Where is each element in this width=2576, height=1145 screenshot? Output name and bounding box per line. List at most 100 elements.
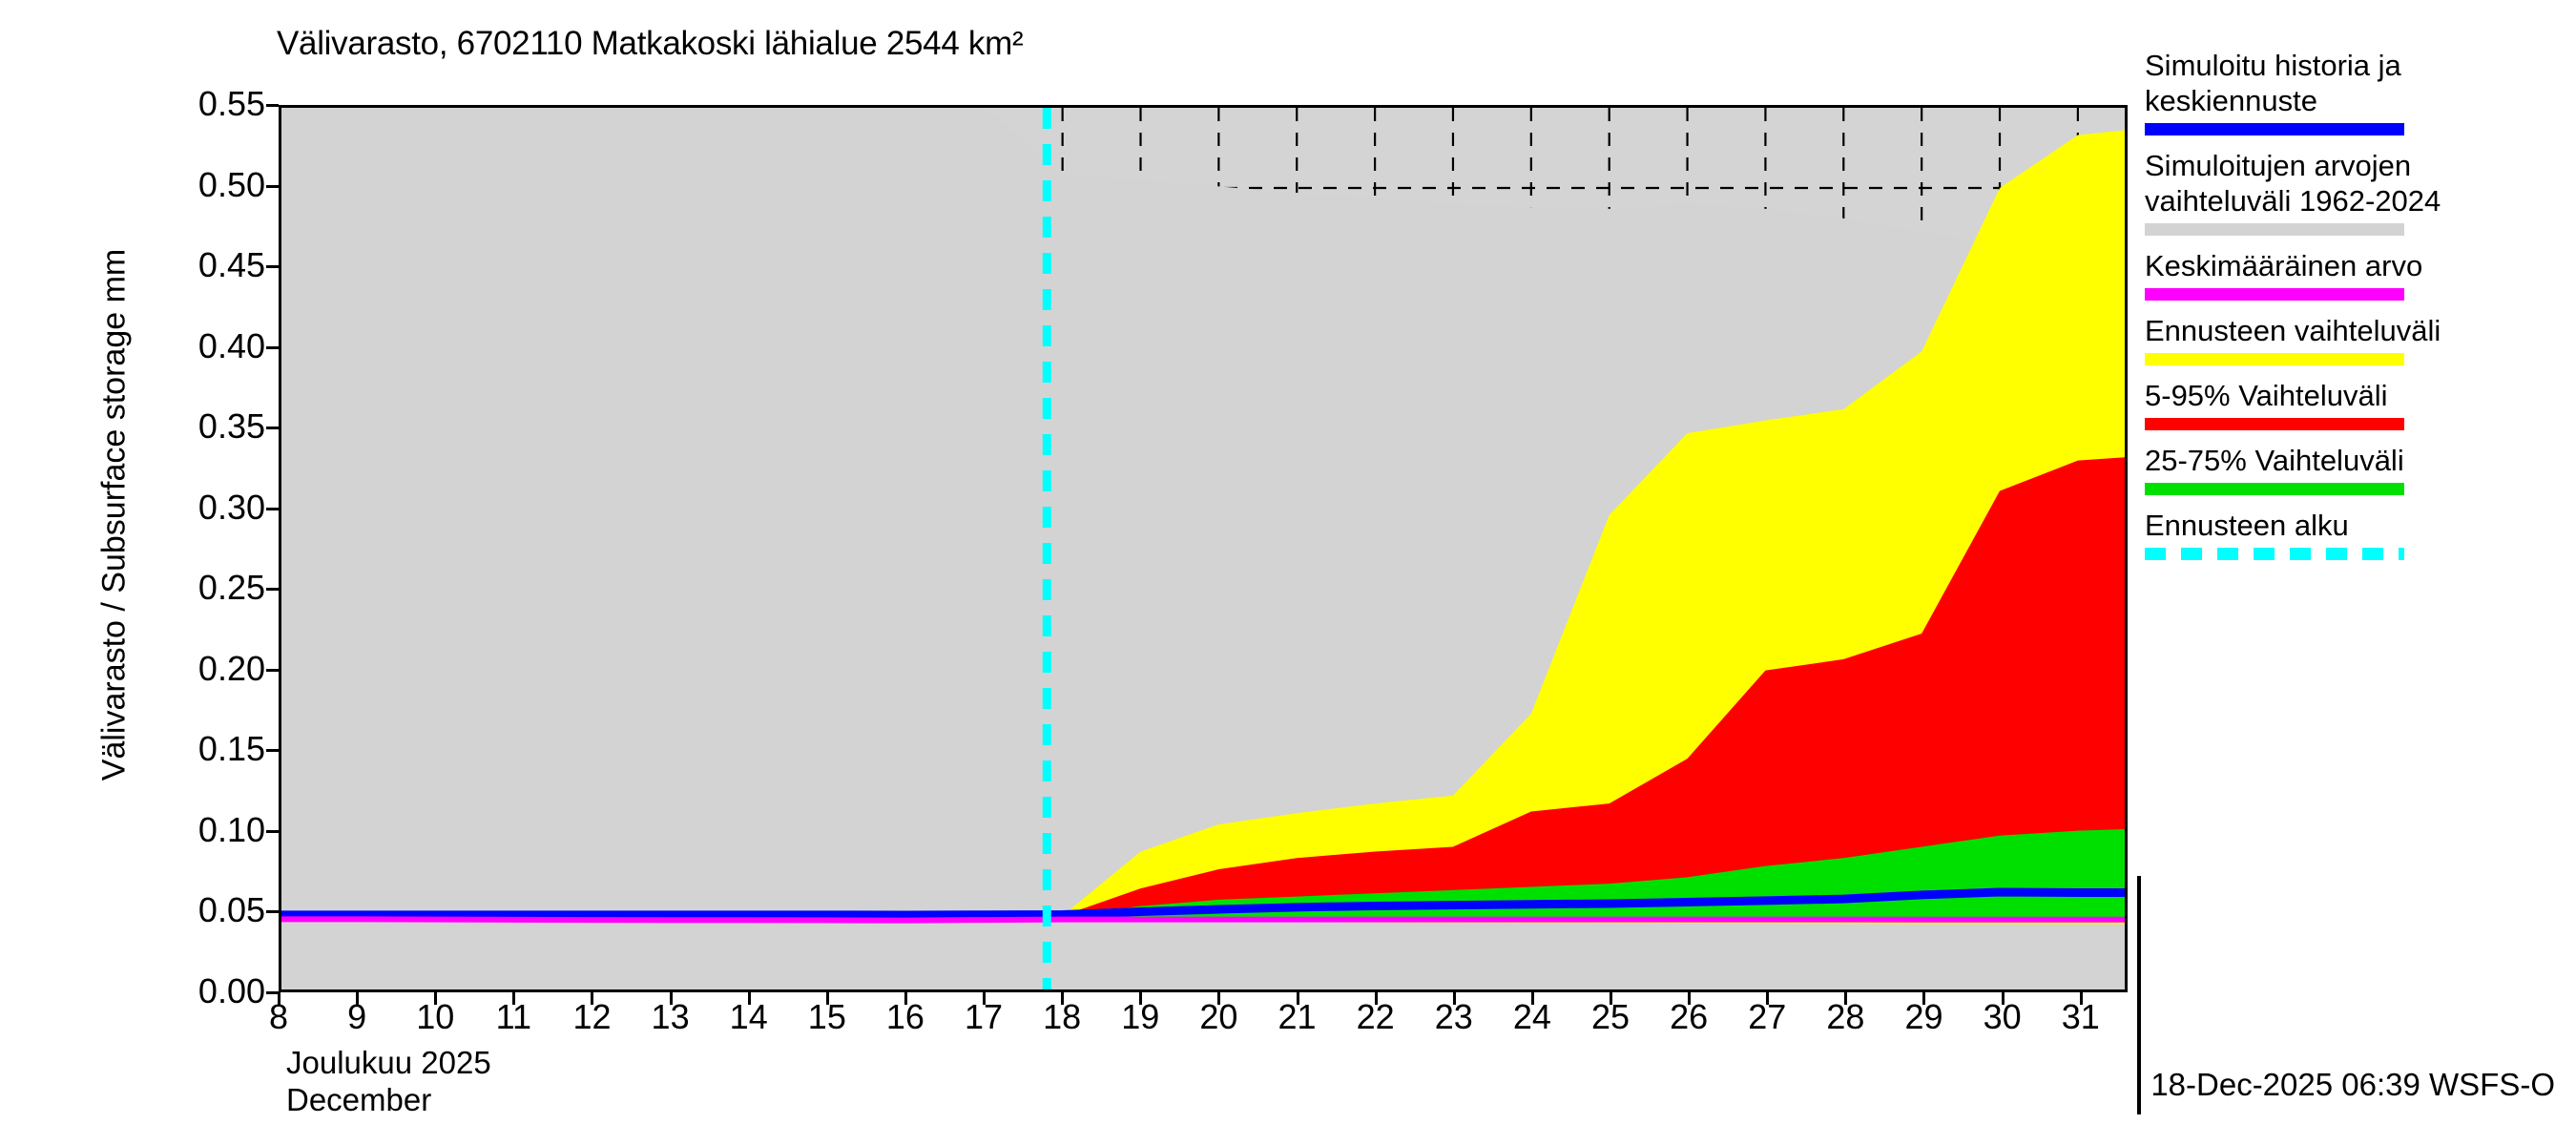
legend-swatch-range-5-95 bbox=[2145, 418, 2404, 430]
x-tick-label: 23 bbox=[1434, 997, 1473, 1036]
x-tick-mark bbox=[512, 992, 516, 1005]
x-tick-label: 16 bbox=[885, 997, 924, 1036]
x-tick-label: 22 bbox=[1356, 997, 1395, 1036]
y-tick-label: 0.00 bbox=[197, 971, 265, 1010]
legend-swatch-range-25-75 bbox=[2145, 483, 2404, 495]
x-tick-label: 27 bbox=[1748, 997, 1787, 1036]
x-tick-label: 11 bbox=[495, 997, 532, 1036]
x-tick-label: 21 bbox=[1278, 997, 1317, 1036]
x-tick-label: 25 bbox=[1590, 997, 1631, 1036]
y-tick-label: 0.30 bbox=[197, 487, 265, 527]
series-line bbox=[281, 892, 2125, 915]
x-tick-label: 8 bbox=[268, 997, 289, 1036]
y-tick-label: 0.10 bbox=[197, 809, 265, 849]
page-title: Välivarasto, 6702110 Matkakoski lähialue… bbox=[277, 25, 1024, 62]
x-tick-label: 14 bbox=[729, 997, 768, 1036]
y-tick-mark bbox=[266, 427, 279, 430]
y-tick-label: 0.20 bbox=[197, 648, 265, 688]
legend-item-forecast-start[interactable]: Ennusteen alku bbox=[2145, 508, 2565, 560]
chart-canvas bbox=[281, 108, 2125, 989]
x-tick-mark bbox=[1922, 992, 1926, 1005]
legend-swatch-forecast-start bbox=[2145, 548, 2404, 560]
y-tick-label: 0.55 bbox=[197, 84, 265, 123]
x-tick-mark bbox=[278, 992, 280, 1005]
legend-item-range-25-75[interactable]: 25-75% Vaihteluväli bbox=[2145, 443, 2565, 495]
y-tick-label: 0.15 bbox=[197, 729, 265, 769]
x-tick-label: 19 bbox=[1121, 997, 1160, 1036]
y-tick-label: 0.25 bbox=[197, 568, 265, 608]
x-tick-mark bbox=[904, 992, 907, 1005]
x-tick-mark bbox=[1452, 992, 1456, 1005]
x-tick-mark bbox=[1610, 992, 1613, 1005]
y-tick-mark bbox=[266, 588, 279, 592]
x-tick-label: 9 bbox=[347, 997, 367, 1036]
legend-item-range-5-95[interactable]: 5-95% Vaihteluväli bbox=[2145, 378, 2565, 430]
x-tick-label: 26 bbox=[1670, 997, 1709, 1036]
x-tick-mark bbox=[2079, 992, 2083, 1005]
x-tick-mark bbox=[1139, 992, 1143, 1005]
x-tick-mark bbox=[356, 992, 360, 1005]
x-tick-label: 15 bbox=[807, 997, 846, 1036]
y-tick-mark bbox=[266, 829, 279, 833]
x-tick-label: 30 bbox=[1983, 997, 2022, 1036]
x-tick-mark bbox=[983, 992, 987, 1005]
x-tick-mark bbox=[825, 992, 829, 1005]
legend-swatch-mean-value bbox=[2145, 288, 2404, 301]
legend-item-simulated-history-and-mean-forecast[interactable]: Simuloitu historia ja keskiennuste bbox=[2145, 48, 2565, 135]
x-tick-label: 31 bbox=[2061, 997, 2100, 1036]
y-tick-mark bbox=[266, 184, 279, 188]
x-tick-mark bbox=[591, 992, 594, 1005]
y-tick-label: 0.40 bbox=[197, 325, 265, 365]
legend-swatch-simulated-history-and-mean-forecast bbox=[2145, 123, 2404, 135]
y-tick-mark bbox=[266, 265, 279, 269]
x-axis-caption: Joulukuu 2025 December bbox=[286, 1045, 491, 1117]
series-band bbox=[1062, 457, 2125, 922]
y-tick-label: 0.35 bbox=[197, 406, 265, 447]
x-tick-mark bbox=[1061, 992, 1065, 1005]
legend-item-label: 5-95% Vaihteluväli bbox=[2145, 379, 2388, 412]
plot-right-edge-rule bbox=[2137, 876, 2141, 1114]
x-tick-label: 18 bbox=[1043, 997, 1082, 1036]
x-tick-label: 29 bbox=[1904, 997, 1943, 1036]
series-line bbox=[281, 919, 2125, 920]
x-tick-label: 20 bbox=[1199, 997, 1238, 1036]
x-tick-mark bbox=[1217, 992, 1221, 1005]
legend-item-label: 25-75% Vaihteluväli bbox=[2145, 444, 2404, 477]
legend-item-label: Keskimääräinen arvo bbox=[2145, 249, 2423, 282]
x-tick-mark bbox=[1844, 992, 1848, 1005]
legend-swatch-dash-fill bbox=[2145, 548, 2404, 560]
x-tick-label: 10 bbox=[416, 997, 455, 1036]
x-tick-mark bbox=[1530, 992, 1534, 1005]
y-tick-label: 0.05 bbox=[197, 890, 265, 930]
plot-area bbox=[279, 105, 2128, 992]
y-tick-mark bbox=[266, 507, 279, 510]
x-tick-mark bbox=[747, 992, 751, 1005]
y-tick-mark bbox=[266, 749, 279, 753]
legend-item-label: Simuloitujen arvojen vaihteluväli 1962-2… bbox=[2145, 149, 2441, 218]
legend-item-mean-value[interactable]: Keskimääräinen arvo bbox=[2145, 248, 2565, 301]
legend-item-simulated-values-range[interactable]: Simuloitujen arvojen vaihteluväli 1962-2… bbox=[2145, 148, 2565, 236]
legend-item-label: Ennusteen alku bbox=[2145, 509, 2349, 542]
legend-item-label: Ennusteen vaihteluväli bbox=[2145, 314, 2441, 347]
legend-swatch-forecast-range bbox=[2145, 353, 2404, 365]
y-tick-mark bbox=[266, 345, 279, 349]
x-tick-label: 24 bbox=[1512, 997, 1551, 1036]
x-tick-label: 12 bbox=[572, 997, 612, 1036]
x-tick-mark bbox=[669, 992, 673, 1005]
y-tick-mark bbox=[266, 991, 279, 994]
legend-item-forecast-range[interactable]: Ennusteen vaihteluväli bbox=[2145, 313, 2565, 365]
timestamp-label: 18-Dec-2025 06:39 WSFS-O bbox=[2150, 1067, 2555, 1102]
y-tick-label: 0.50 bbox=[197, 164, 265, 204]
x-tick-label: 28 bbox=[1826, 997, 1865, 1036]
y-tick-mark bbox=[266, 104, 279, 107]
legend-swatch-simulated-values-range bbox=[2145, 223, 2404, 236]
y-tick-mark bbox=[266, 910, 279, 914]
legend-item-label: Simuloitu historia ja keskiennuste bbox=[2145, 49, 2401, 117]
y-tick-label: 0.45 bbox=[197, 245, 265, 285]
x-tick-mark bbox=[2001, 992, 2005, 1005]
x-tick-label: 13 bbox=[651, 997, 690, 1036]
y-tick-mark bbox=[266, 668, 279, 672]
x-tick-mark bbox=[1766, 992, 1770, 1005]
x-tick-label: 17 bbox=[965, 997, 1004, 1036]
x-tick-mark bbox=[1296, 992, 1299, 1005]
